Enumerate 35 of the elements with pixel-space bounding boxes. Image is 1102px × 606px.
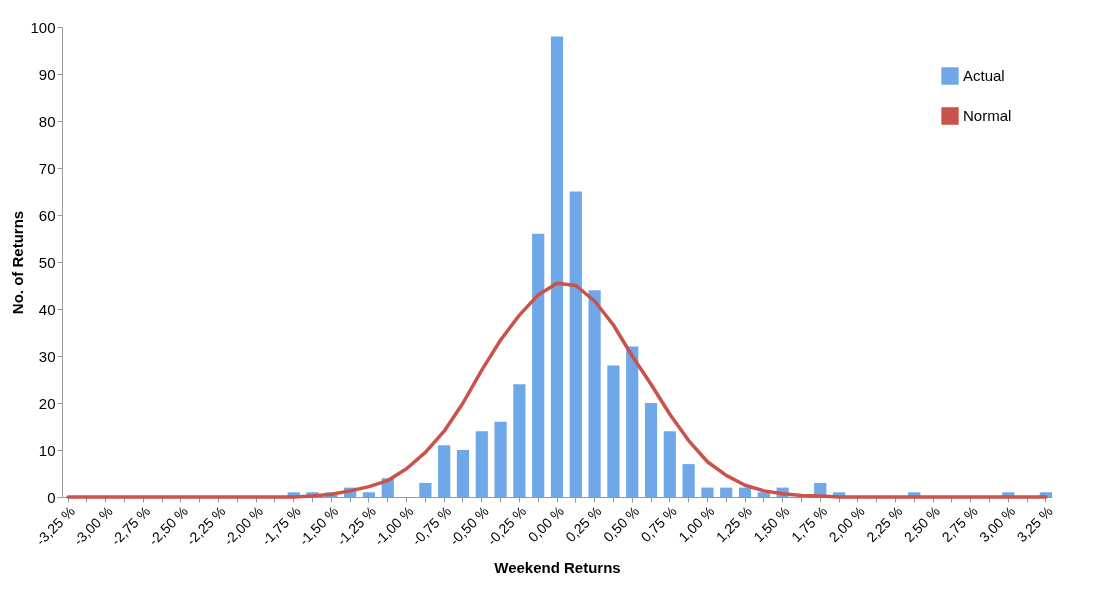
y-tick-label: 80 — [38, 112, 56, 130]
bar — [456, 450, 470, 497]
y-tick-label: 20 — [38, 394, 56, 412]
y-tick-label: 70 — [38, 159, 56, 177]
x-axis-title: Weekend Returns — [494, 558, 621, 576]
bar — [588, 290, 601, 497]
legend-label: Normal — [963, 107, 1012, 124]
y-tick-label: 30 — [38, 347, 56, 365]
y-tick-label: 90 — [38, 65, 56, 83]
bar — [362, 492, 376, 497]
bar — [475, 431, 488, 497]
bar — [532, 233, 545, 497]
y-tick-label: 50 — [38, 253, 56, 271]
bar — [419, 482, 432, 497]
legend-label: Actual — [963, 67, 1005, 84]
line-series — [66, 281, 1048, 499]
y-tick-label: 10 — [38, 441, 56, 459]
bar — [513, 384, 526, 497]
y-tick-label: 100 — [30, 18, 56, 36]
bar — [682, 464, 695, 497]
bar — [701, 487, 714, 497]
y-tick-label: 0 — [47, 488, 56, 506]
bar — [738, 487, 752, 497]
bar — [663, 431, 676, 497]
bar — [626, 346, 639, 497]
bar — [569, 191, 582, 497]
bar — [607, 365, 620, 497]
y-tick-label: 60 — [38, 206, 56, 224]
bar — [720, 487, 733, 497]
y-axis-title: No. of Returns — [9, 210, 27, 315]
bar — [550, 36, 564, 497]
bar — [494, 421, 507, 497]
bar — [644, 403, 658, 497]
y-tick-label: 40 — [38, 300, 56, 318]
bar — [438, 445, 451, 497]
